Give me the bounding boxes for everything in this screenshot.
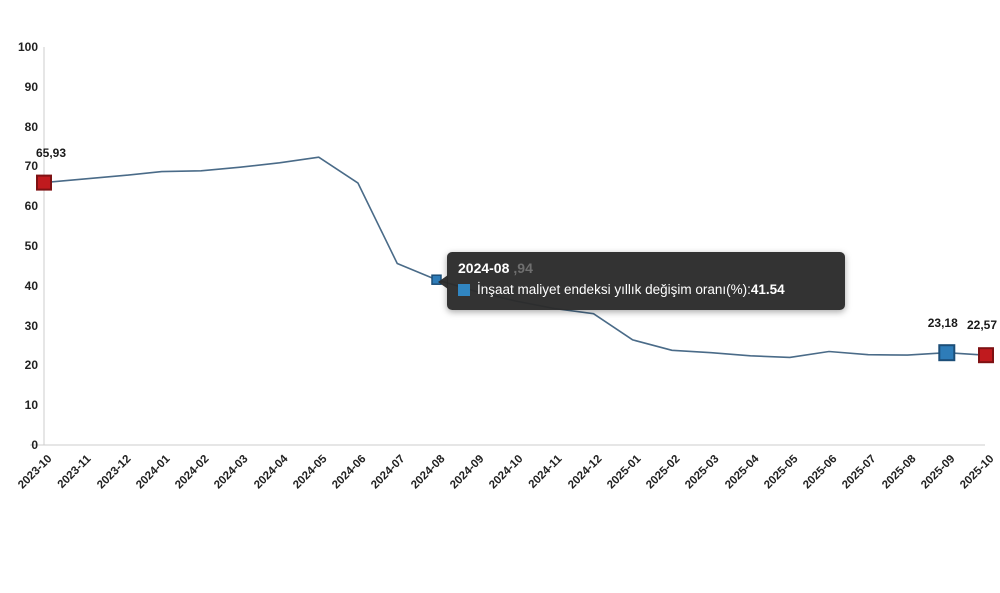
y-tick-label: 40 [24, 278, 38, 293]
tooltip-date: 2024-08 [458, 260, 510, 276]
red-square-marker[interactable] [36, 174, 52, 191]
red-square-marker[interactable] [978, 347, 994, 364]
occluded-data-label: ,94 [513, 260, 533, 276]
y-tick-label: 10 [24, 398, 38, 413]
y-tick-label: 70 [24, 159, 38, 174]
y-tick-label: 20 [24, 358, 38, 373]
tooltip-value: 41.54 [750, 282, 785, 297]
y-tick-label: 60 [24, 199, 38, 214]
tooltip: 2024-08,94 İnşaat maliyet endeksi yıllık… [438, 252, 845, 310]
y-tick-label: 80 [24, 119, 38, 134]
y-tick-label: 30 [24, 318, 38, 333]
y-tick-label: 100 [17, 40, 38, 54]
tooltip-body: İnşaat maliyet endeksi yıllık değişim or… [458, 282, 834, 298]
point-value-label: 23,18 [927, 315, 958, 330]
tooltip-header: 2024-08,94 [458, 260, 834, 277]
series-swatch-icon [458, 284, 470, 296]
y-tick-label: 90 [24, 79, 38, 94]
y-tick-label: 0 [31, 438, 38, 452]
point-value-label: 22,57 [966, 318, 998, 333]
point-value-label: 65,93 [35, 145, 67, 160]
tooltip-arrow-icon [438, 275, 448, 289]
y-tick-label: 50 [24, 239, 38, 253]
blue-square-marker[interactable] [938, 344, 956, 362]
tooltip-series-label: İnşaat maliyet endeksi yıllık değişim or… [477, 282, 751, 297]
